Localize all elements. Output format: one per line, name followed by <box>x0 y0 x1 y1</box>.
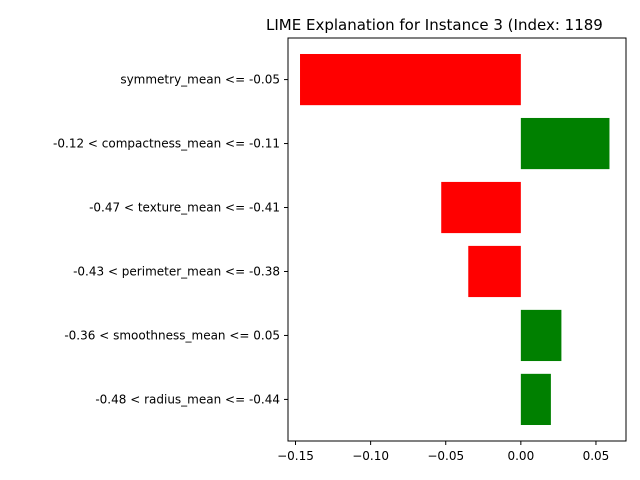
bars-group <box>300 53 610 426</box>
y-tick-label-0: symmetry_mean <= -0.05 <box>120 73 280 87</box>
y-tick-label-2: -0.47 < texture_mean <= -0.41 <box>89 201 280 215</box>
bar-0 <box>300 53 521 106</box>
bar-3 <box>468 245 521 298</box>
plot-frame <box>287 37 627 442</box>
bar-5 <box>520 373 551 426</box>
bar-1 <box>520 117 610 170</box>
y-tick-labels: symmetry_mean <= -0.05 -0.12 < compactnes… <box>53 73 288 406</box>
chart-title: LIME Explanation for Instance 3 (Index: … <box>266 16 603 34</box>
bar-4 <box>520 309 562 362</box>
bar-2 <box>441 181 521 234</box>
x-tick-label-1: −0.10 <box>352 449 389 463</box>
x-tick-label-4: 0.05 <box>583 449 610 463</box>
x-tick-label-0: −0.15 <box>277 449 314 463</box>
y-tick-label-5: -0.48 < radius_mean <= -0.44 <box>95 392 280 406</box>
x-tick-label-3: 0.00 <box>507 449 534 463</box>
y-tick-label-3: -0.43 < perimeter_mean <= -0.38 <box>73 264 280 278</box>
x-tick-label-2: −0.05 <box>427 449 464 463</box>
y-tick-label-4: -0.36 < smoothness_mean <= 0.05 <box>64 328 280 342</box>
x-axis: −0.15 −0.10 −0.05 0.00 0.05 <box>277 441 609 463</box>
y-tick-label-1: -0.12 < compactness_mean <= -0.11 <box>53 137 280 151</box>
